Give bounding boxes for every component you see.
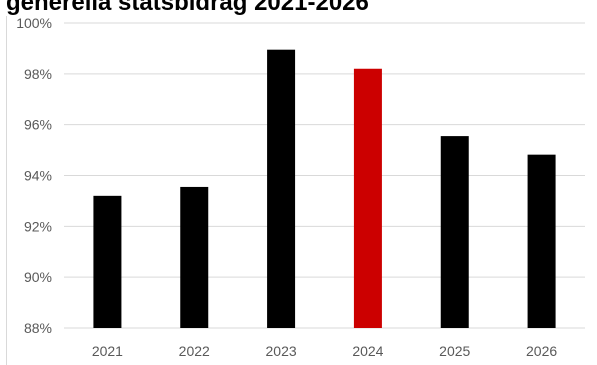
- x-tick-label: 2024: [352, 343, 383, 359]
- x-tick-label: 2022: [179, 343, 210, 359]
- y-tick-label: 94%: [24, 168, 52, 184]
- x-tick-label: 2025: [439, 343, 470, 359]
- y-tick-label: 98%: [24, 66, 52, 82]
- chart-frame-border: [6, 16, 7, 365]
- y-tick-label: 96%: [24, 117, 52, 133]
- bar-2025: [440, 136, 469, 328]
- y-tick-label: 90%: [24, 269, 52, 285]
- bar-2024: [353, 68, 382, 328]
- gridlines: [64, 22, 585, 329]
- y-tick-label: 92%: [24, 218, 52, 234]
- chart-title: generella statsbidrag 2021-2026: [6, 0, 369, 16]
- y-tick-label: 88%: [24, 320, 52, 336]
- x-tick-label: 2021: [92, 343, 123, 359]
- bar-2026: [527, 154, 556, 328]
- bars: [93, 49, 556, 328]
- x-tick-label: 2026: [526, 343, 557, 359]
- bar-2023: [267, 49, 296, 328]
- bar-2021: [93, 195, 122, 328]
- x-tick-label: 2023: [266, 343, 297, 359]
- bar-2022: [180, 186, 209, 328]
- x-axis-ticks: 2021 2022 2023 2024 2025 2026: [92, 343, 558, 359]
- y-axis-ticks: 88% 90% 92% 94% 96% 98% 100%: [16, 15, 52, 336]
- y-tick-label: 100%: [16, 15, 52, 31]
